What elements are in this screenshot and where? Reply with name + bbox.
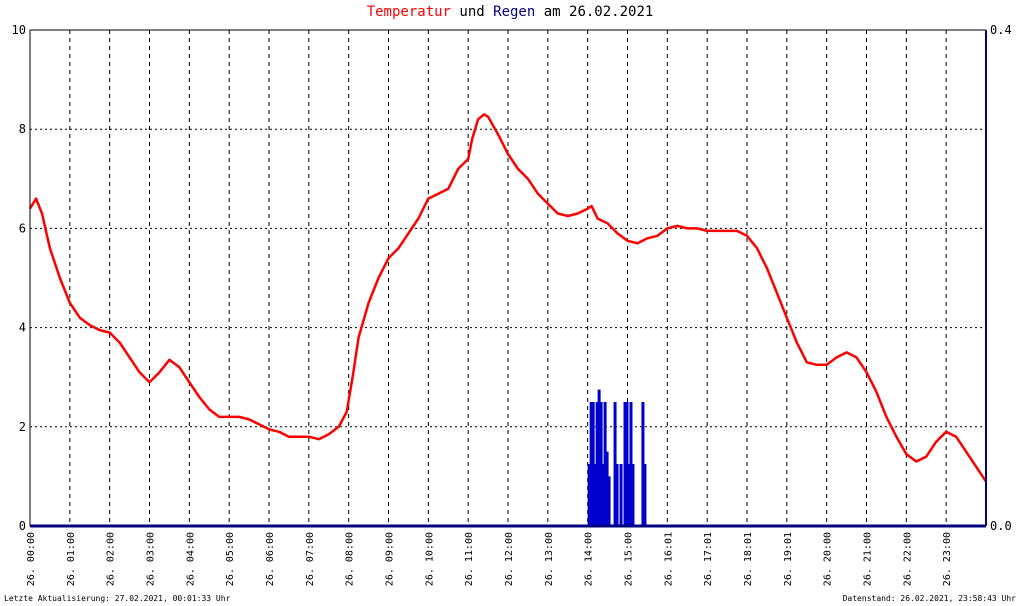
rain-bar bbox=[613, 402, 617, 526]
rain-bar bbox=[625, 402, 629, 526]
x-tick-label: 26. 01:00 bbox=[66, 532, 77, 586]
title-temperature: Temperatur bbox=[366, 4, 451, 20]
x-tick-label: 26. 18:01 bbox=[743, 532, 754, 586]
rain-bar bbox=[643, 464, 647, 526]
x-tick-label: 26. 16:01 bbox=[663, 532, 674, 586]
x-tick-label: 26. 05:00 bbox=[225, 532, 236, 586]
x-tick-label: 26. 11:00 bbox=[464, 532, 475, 586]
rain-bar bbox=[607, 476, 611, 526]
x-tick-label: 26. 22:00 bbox=[902, 532, 913, 586]
rain-bar bbox=[599, 402, 603, 526]
y-tick-label: 0 bbox=[19, 519, 26, 533]
y2-tick-label: 0.0 bbox=[990, 519, 1012, 533]
rain-bar bbox=[629, 402, 633, 526]
axes bbox=[29, 29, 987, 528]
rain-bar bbox=[587, 464, 591, 526]
title-date: am 26.02.2021 bbox=[535, 4, 654, 20]
x-tick-label: 26. 09:00 bbox=[385, 532, 396, 586]
x-tick-label: 26. 06:00 bbox=[265, 532, 276, 586]
data-status-label: Datenstand: 26.02.2021, 23:58:43 Uhr bbox=[842, 594, 1016, 603]
x-tick-label: 26. 15:00 bbox=[624, 532, 635, 586]
x-tick-label: 26. 21:00 bbox=[863, 532, 874, 586]
rain-bar bbox=[601, 464, 605, 526]
x-tick-label: 26. 03:00 bbox=[146, 532, 157, 586]
rain-bar bbox=[623, 402, 627, 526]
rain-bar bbox=[605, 451, 609, 526]
rain-bar bbox=[597, 389, 601, 526]
y-tick-label: 6 bbox=[19, 221, 26, 235]
x-tick-label: 26. 07:00 bbox=[305, 532, 316, 586]
title-connector: und bbox=[450, 4, 494, 20]
x-tick-label: 26. 10:00 bbox=[424, 532, 435, 586]
rain-bar bbox=[593, 464, 597, 526]
last-update-label: Letzte Aktualisierung: 27.02.2021, 00:01… bbox=[4, 594, 231, 603]
rain-bar bbox=[615, 464, 619, 526]
rain-bar bbox=[591, 402, 595, 526]
x-tick-label: 26. 04:00 bbox=[185, 532, 196, 586]
x-tick-label: 26. 17:01 bbox=[703, 532, 714, 586]
rain-bar bbox=[595, 402, 599, 526]
rain-bars bbox=[587, 389, 647, 526]
x-tick-label: 26. 08:00 bbox=[345, 532, 356, 586]
x-tick-label: 26. 14:00 bbox=[584, 532, 595, 586]
title-rain: Regen bbox=[493, 4, 536, 20]
y-tick-label: 4 bbox=[19, 321, 26, 335]
y2-tick-label: 0.4 bbox=[990, 23, 1012, 37]
y-tick-label: 10 bbox=[12, 23, 26, 37]
x-tick-label: 26. 23:00 bbox=[942, 532, 953, 586]
x-tick-label: 26. 20:00 bbox=[823, 532, 834, 586]
x-tick-label: 26. 12:00 bbox=[504, 532, 515, 586]
temperature-line-group bbox=[28, 113, 988, 483]
x-tick-label: 26. 00:00 bbox=[26, 532, 37, 586]
rain-bar bbox=[619, 464, 623, 526]
rain-bar bbox=[603, 402, 607, 526]
y-tick-label: 2 bbox=[19, 420, 26, 434]
chart-title: Temperatur und Regen am 26.02.2021 bbox=[0, 4, 1020, 20]
x-tick-label: 26. 02:00 bbox=[106, 532, 117, 586]
grid-lines bbox=[30, 29, 986, 526]
x-tick-label: 26. 13:00 bbox=[544, 532, 555, 586]
rain-bar bbox=[589, 402, 593, 526]
y-tick-label: 8 bbox=[19, 122, 26, 136]
x-tick-label: 26. 19:01 bbox=[783, 532, 794, 586]
temperature-line bbox=[28, 113, 988, 483]
rain-bar bbox=[641, 402, 645, 526]
rain-bar bbox=[631, 464, 635, 526]
tick-labels: 0 2 4 6 8 10 0.0 0.4 26. 00:00 26. 01:00 26. 02:00… bbox=[12, 23, 1012, 586]
rain-bar bbox=[627, 464, 631, 526]
